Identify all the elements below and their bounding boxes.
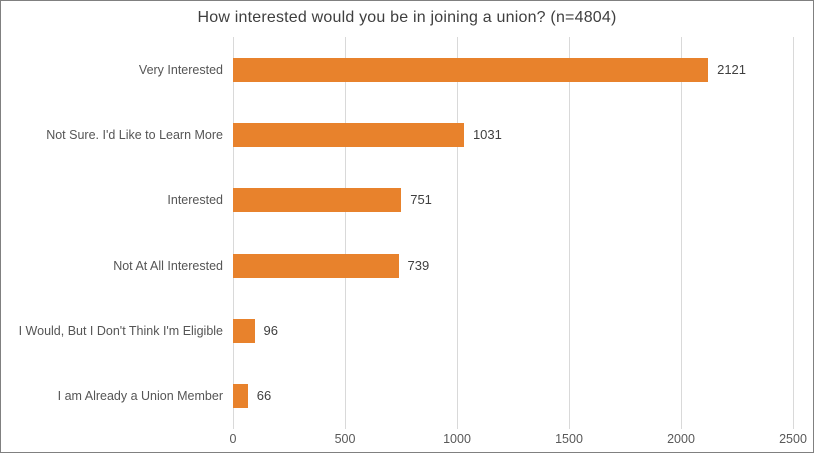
gridline <box>344 37 346 429</box>
bar <box>233 384 248 409</box>
bar <box>233 319 255 343</box>
category-label: Not Sure. I'd Like to Learn More <box>46 127 223 142</box>
value-label: 96 <box>263 323 278 338</box>
bar <box>233 123 464 147</box>
chart-title: How interested would you be in joining a… <box>197 9 617 26</box>
gridline <box>568 37 570 429</box>
bar <box>233 57 709 82</box>
value-label: 1031 <box>472 127 502 142</box>
gridline <box>456 37 458 429</box>
gridline <box>232 37 234 429</box>
plot-area: 2121 1031 751 739 96 66 <box>232 37 794 429</box>
gridline <box>680 37 682 429</box>
value-label: 739 <box>407 257 430 273</box>
category-label: I am Already a Union Member <box>57 389 223 404</box>
gridline <box>792 37 794 429</box>
x-tick-label: 0 <box>229 432 237 446</box>
category-label: Interested <box>167 193 223 208</box>
x-tick-label: 2000 <box>667 432 695 446</box>
category-label: Very Interested <box>138 62 223 77</box>
value-label: 2121 <box>717 61 747 77</box>
category-label: Not At All Interested <box>113 258 223 273</box>
bar <box>233 253 399 278</box>
x-tick-label: 1500 <box>555 432 583 446</box>
value-label: 751 <box>410 192 432 208</box>
category-label: I Would, But I Don't Think I'm Eligible <box>18 323 223 338</box>
value-label: 66 <box>256 388 272 404</box>
x-tick-label: 500 <box>334 432 356 446</box>
x-tick-label: 1000 <box>443 432 471 446</box>
x-tick-label: 2500 <box>779 432 807 446</box>
bar <box>233 188 402 213</box>
